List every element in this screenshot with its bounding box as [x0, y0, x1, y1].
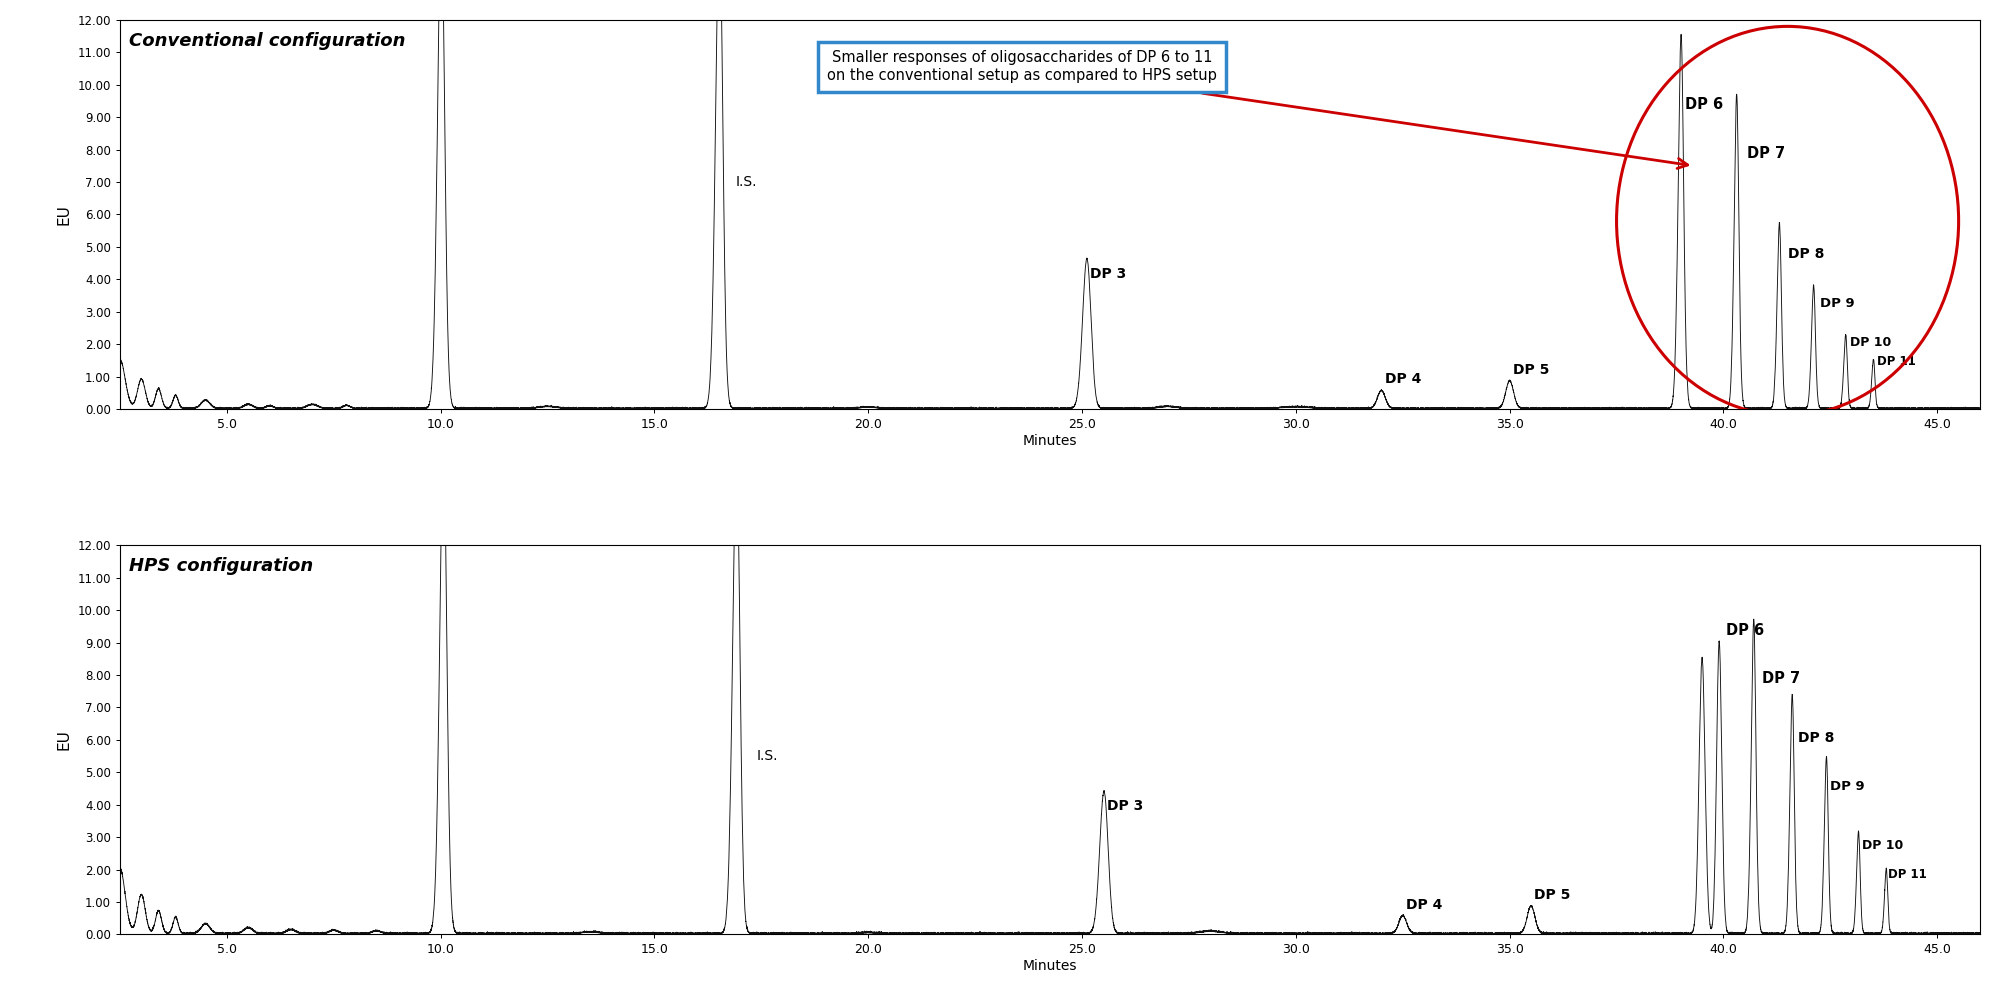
Text: DP 4: DP 4 — [1384, 373, 1420, 387]
Text: DP 8: DP 8 — [1788, 248, 1824, 261]
Text: DP 10: DP 10 — [1850, 336, 1890, 349]
Text: DP 3: DP 3 — [1106, 799, 1142, 813]
Text: DP 4: DP 4 — [1406, 898, 1442, 911]
Text: DP 6: DP 6 — [1726, 622, 1764, 637]
Text: DP 3: DP 3 — [1090, 267, 1126, 281]
Text: DP 9: DP 9 — [1830, 780, 1864, 793]
Text: I.S.: I.S. — [758, 749, 778, 763]
Text: DP 8: DP 8 — [1798, 731, 1834, 745]
Text: Smaller responses of oligosaccharides of DP 6 to 11
on the conventional setup as: Smaller responses of oligosaccharides of… — [828, 51, 1688, 168]
Text: I.S.: I.S. — [736, 175, 758, 189]
Text: DP 11: DP 11 — [1876, 356, 1916, 369]
Text: Conventional configuration: Conventional configuration — [130, 32, 406, 50]
Text: DP 10: DP 10 — [1862, 839, 1902, 852]
Y-axis label: EU: EU — [56, 204, 72, 225]
X-axis label: Minutes: Minutes — [1022, 959, 1078, 973]
Text: DP 6: DP 6 — [1684, 97, 1724, 112]
Y-axis label: EU: EU — [56, 730, 72, 750]
Text: DP 5: DP 5 — [1534, 888, 1570, 902]
Text: DP 9: DP 9 — [1820, 297, 1854, 310]
Text: DP 5: DP 5 — [1512, 363, 1550, 377]
Text: DP 7: DP 7 — [1746, 146, 1786, 161]
X-axis label: Minutes: Minutes — [1022, 433, 1078, 448]
Text: DP 7: DP 7 — [1762, 671, 1800, 686]
Text: DP 11: DP 11 — [1888, 868, 1928, 881]
Text: HPS configuration: HPS configuration — [130, 557, 314, 575]
